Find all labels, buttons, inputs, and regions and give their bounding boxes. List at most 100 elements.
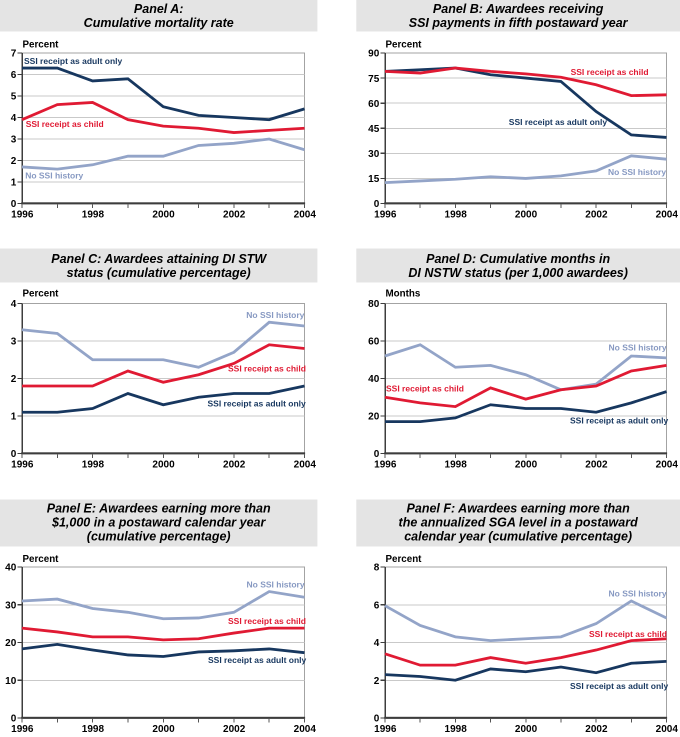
svg-text:0: 0 [374,199,380,210]
svg-text:6: 6 [11,70,17,81]
svg-text:2: 2 [11,156,17,167]
svg-text:6: 6 [374,600,380,611]
svg-text:2002: 2002 [585,210,608,221]
svg-text:Panel A:: Panel A: [134,2,184,16]
svg-text:7: 7 [11,49,17,60]
svg-text:Months: Months [386,289,421,300]
svg-text:(cumulative percentage): (cumulative percentage) [87,530,231,544]
svg-text:1996: 1996 [374,724,397,735]
svg-text:status (cumulative percentage): status (cumulative percentage) [67,266,251,280]
svg-text:15: 15 [368,174,380,185]
svg-text:1996: 1996 [11,210,34,221]
svg-text:DI NSTW status (per 1,000 awar: DI NSTW status (per 1,000 awardees) [408,266,628,280]
svg-text:2002: 2002 [585,724,608,735]
svg-text:calendar year (cumulative perc: calendar year (cumulative percentage) [404,530,632,544]
svg-text:40: 40 [5,563,17,574]
svg-text:No SSI history: No SSI history [25,171,83,181]
svg-text:1998: 1998 [82,210,105,221]
svg-text:No SSI history: No SSI history [246,310,304,320]
svg-text:1998: 1998 [82,460,105,471]
svg-text:SSI receipt as adult only: SSI receipt as adult only [24,56,123,66]
svg-text:SSI payments in fifth postawar: SSI payments in fifth postaward year [409,16,629,30]
svg-text:60: 60 [368,99,380,110]
svg-text:2000: 2000 [515,460,538,471]
svg-text:0: 0 [374,449,380,460]
svg-text:1998: 1998 [82,724,105,735]
svg-text:Percent: Percent [386,40,423,51]
svg-text:4: 4 [374,638,380,649]
svg-text:1: 1 [11,412,17,423]
svg-text:SSI receipt as adult only: SSI receipt as adult only [570,681,669,691]
svg-text:1996: 1996 [11,460,34,471]
svg-text:1996: 1996 [11,724,34,735]
svg-text:SSI receipt as adult only: SSI receipt as adult only [208,399,307,409]
svg-text:SSI receipt as child: SSI receipt as child [26,119,104,129]
svg-text:SSI receipt as child: SSI receipt as child [228,364,306,374]
svg-text:2002: 2002 [223,724,246,735]
svg-text:SSI receipt as adult only: SSI receipt as adult only [570,416,669,426]
svg-text:3: 3 [11,135,17,146]
svg-text:No SSI history: No SSI history [247,579,305,589]
svg-text:5: 5 [11,92,17,103]
svg-text:No SSI history: No SSI history [609,588,667,598]
svg-text:2004: 2004 [656,724,679,735]
svg-text:2: 2 [374,676,380,687]
svg-text:2004: 2004 [294,724,317,735]
svg-text:40: 40 [368,374,380,385]
svg-text:2002: 2002 [585,460,608,471]
svg-text:8: 8 [374,563,380,574]
svg-text:SSI receipt as child: SSI receipt as child [589,629,667,639]
svg-text:0: 0 [11,714,17,725]
svg-text:75: 75 [368,74,380,85]
svg-text:No SSI history: No SSI history [608,167,666,177]
svg-text:Panel B: Awardees receiving: Panel B: Awardees receiving [433,2,604,16]
svg-text:60: 60 [368,337,380,348]
svg-text:1: 1 [11,178,17,189]
svg-text:10: 10 [5,676,17,687]
svg-text:1996: 1996 [374,210,397,221]
svg-text:2: 2 [11,374,17,385]
svg-text:1998: 1998 [445,724,468,735]
svg-text:Panel D: Cumulative months in: Panel D: Cumulative months in [426,252,610,266]
svg-text:1996: 1996 [374,460,397,471]
svg-text:$1,000 in a postaward calendar: $1,000 in a postaward calendar year [51,516,266,530]
svg-text:4: 4 [11,113,17,124]
svg-text:30: 30 [5,600,17,611]
svg-text:90: 90 [368,49,380,60]
svg-text:Panel E: Awardees earning more: Panel E: Awardees earning more than [47,501,271,515]
svg-text:0: 0 [11,199,17,210]
svg-text:0: 0 [374,714,380,725]
svg-text:SSI receipt as child: SSI receipt as child [386,384,464,394]
svg-text:SSI receipt as adult only: SSI receipt as adult only [509,117,608,127]
svg-text:2000: 2000 [152,724,175,735]
svg-text:Percent: Percent [23,40,60,51]
svg-text:1998: 1998 [445,210,468,221]
svg-text:2000: 2000 [152,210,175,221]
svg-text:30: 30 [368,149,380,160]
svg-text:20: 20 [5,638,17,649]
svg-text:Cumulative mortality rate: Cumulative mortality rate [84,16,234,30]
svg-text:Panel F: Awardees earning more: Panel F: Awardees earning more than [407,501,631,515]
svg-text:20: 20 [368,412,380,423]
svg-text:2000: 2000 [515,724,538,735]
svg-text:the annualized SGA level in a: the annualized SGA level in a postaward [399,516,639,530]
svg-text:SSI receipt as child: SSI receipt as child [571,67,649,77]
svg-text:2004: 2004 [656,460,679,471]
svg-text:4: 4 [11,299,17,310]
svg-text:2004: 2004 [656,210,679,221]
svg-text:2004: 2004 [294,460,317,471]
svg-text:2000: 2000 [515,210,538,221]
svg-text:2002: 2002 [223,460,246,471]
svg-text:2002: 2002 [223,210,246,221]
svg-text:Percent: Percent [23,554,60,565]
svg-text:SSI receipt as adult only: SSI receipt as adult only [208,655,307,665]
svg-text:80: 80 [368,299,380,310]
svg-text:3: 3 [11,337,17,348]
svg-text:No SSI history: No SSI history [609,343,667,353]
svg-text:0: 0 [11,449,17,460]
svg-text:2000: 2000 [152,460,175,471]
svg-text:2004: 2004 [294,210,317,221]
svg-text:Percent: Percent [23,289,60,300]
svg-text:Percent: Percent [386,554,423,565]
svg-text:1998: 1998 [445,460,468,471]
